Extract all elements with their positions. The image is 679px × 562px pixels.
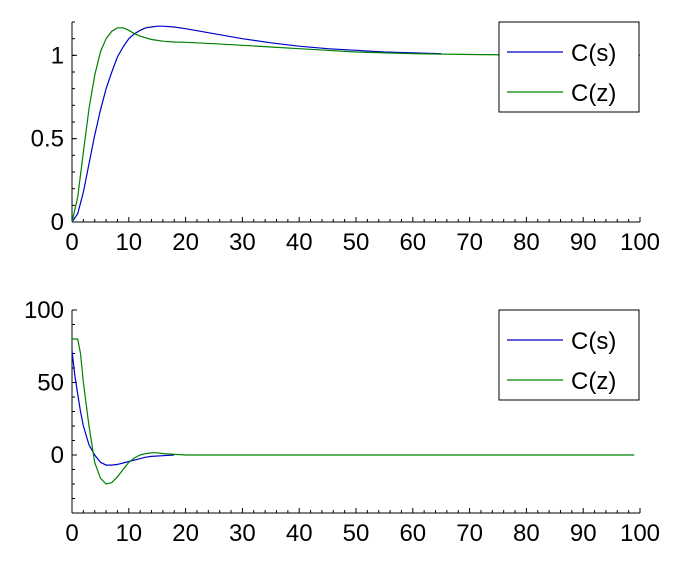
x-tick-label: 10	[115, 229, 142, 256]
x-tick-label: 100	[620, 520, 660, 547]
x-tick-label: 0	[65, 520, 78, 547]
x-tick-label: 60	[399, 229, 426, 256]
x-tick-label: 90	[570, 229, 597, 256]
y-tick-label: 1	[51, 42, 64, 69]
legend-label: C(s)	[571, 328, 616, 355]
legend-label: C(z)	[571, 80, 616, 107]
x-tick-label: 40	[286, 520, 313, 547]
x-tick-label: 10	[115, 520, 142, 547]
x-tick-label: 100	[620, 229, 660, 256]
y-tick-label: 0	[51, 442, 64, 469]
x-tick-label: 30	[229, 229, 256, 256]
x-tick-label: 50	[343, 520, 370, 547]
legend-label: C(s)	[571, 40, 616, 67]
x-tick-label: 90	[570, 520, 597, 547]
x-tick-label: 20	[172, 229, 199, 256]
x-tick-label: 30	[229, 520, 256, 547]
y-tick-label: 50	[37, 370, 64, 397]
series-line-cz	[72, 338, 635, 485]
x-tick-label: 70	[456, 520, 483, 547]
top-plot: 0 10 20 30 40 50 60 70 80 90 100 0 0.5 1 C(s) C(z)	[31, 21, 660, 256]
series-line-cs	[71, 350, 175, 466]
legend-box	[498, 21, 640, 113]
series-line-cs	[71, 25, 442, 223]
y-tick-label: 0	[51, 209, 64, 236]
x-tick-label: 40	[286, 229, 313, 256]
x-tick-label: 60	[399, 520, 426, 547]
x-tick-label: 50	[343, 229, 370, 256]
x-tick-label: 80	[513, 520, 540, 547]
x-tick-label: 20	[172, 520, 199, 547]
x-tick-label: 80	[513, 229, 540, 256]
bottom-plot: 0 10 20 30 40 50 60 70 80 90 100 0 50 100 C(s) C(z)	[24, 297, 660, 547]
legend: C(s) C(z)	[498, 309, 640, 401]
legend: C(s) C(z)	[498, 21, 640, 113]
legend-label: C(z)	[571, 368, 616, 395]
series-line-cz	[71, 27, 641, 223]
x-tick-label: 0	[65, 229, 78, 256]
x-tick-label: 70	[456, 229, 483, 256]
y-tick-label: 0.5	[31, 126, 64, 153]
y-tick-label: 100	[24, 297, 64, 324]
legend-box	[498, 309, 640, 401]
